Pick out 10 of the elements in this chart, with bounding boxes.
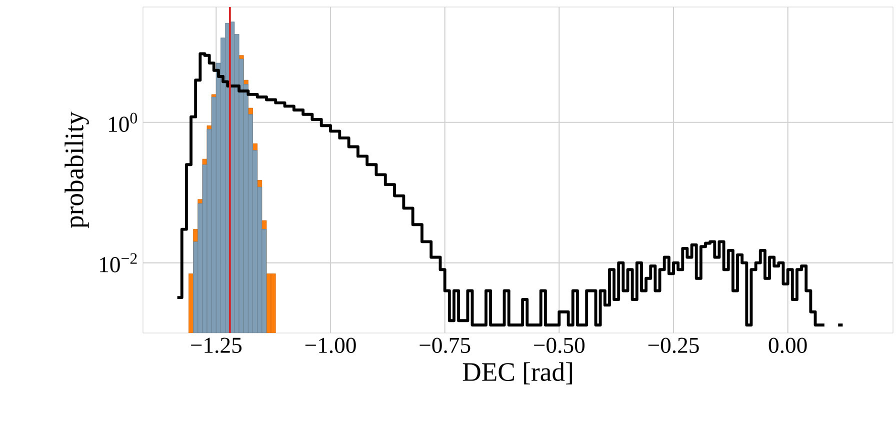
y-axis-title: probability xyxy=(64,112,89,228)
x-tick-label: 0.00 xyxy=(768,338,807,354)
x-tick-label: −1.00 xyxy=(305,338,356,354)
x-tick-label: −0.50 xyxy=(534,338,585,354)
x-tick-label: −0.75 xyxy=(420,338,470,354)
y-tick-label: 10$^{−2}$ xyxy=(100,253,137,272)
y-tick-label: 10$^{0}$ xyxy=(109,112,138,132)
x-axis-title: DEC [rad] xyxy=(462,362,572,384)
x-tick-label: −1.25 xyxy=(191,338,242,354)
x-tick-label: −0.25 xyxy=(648,338,699,354)
